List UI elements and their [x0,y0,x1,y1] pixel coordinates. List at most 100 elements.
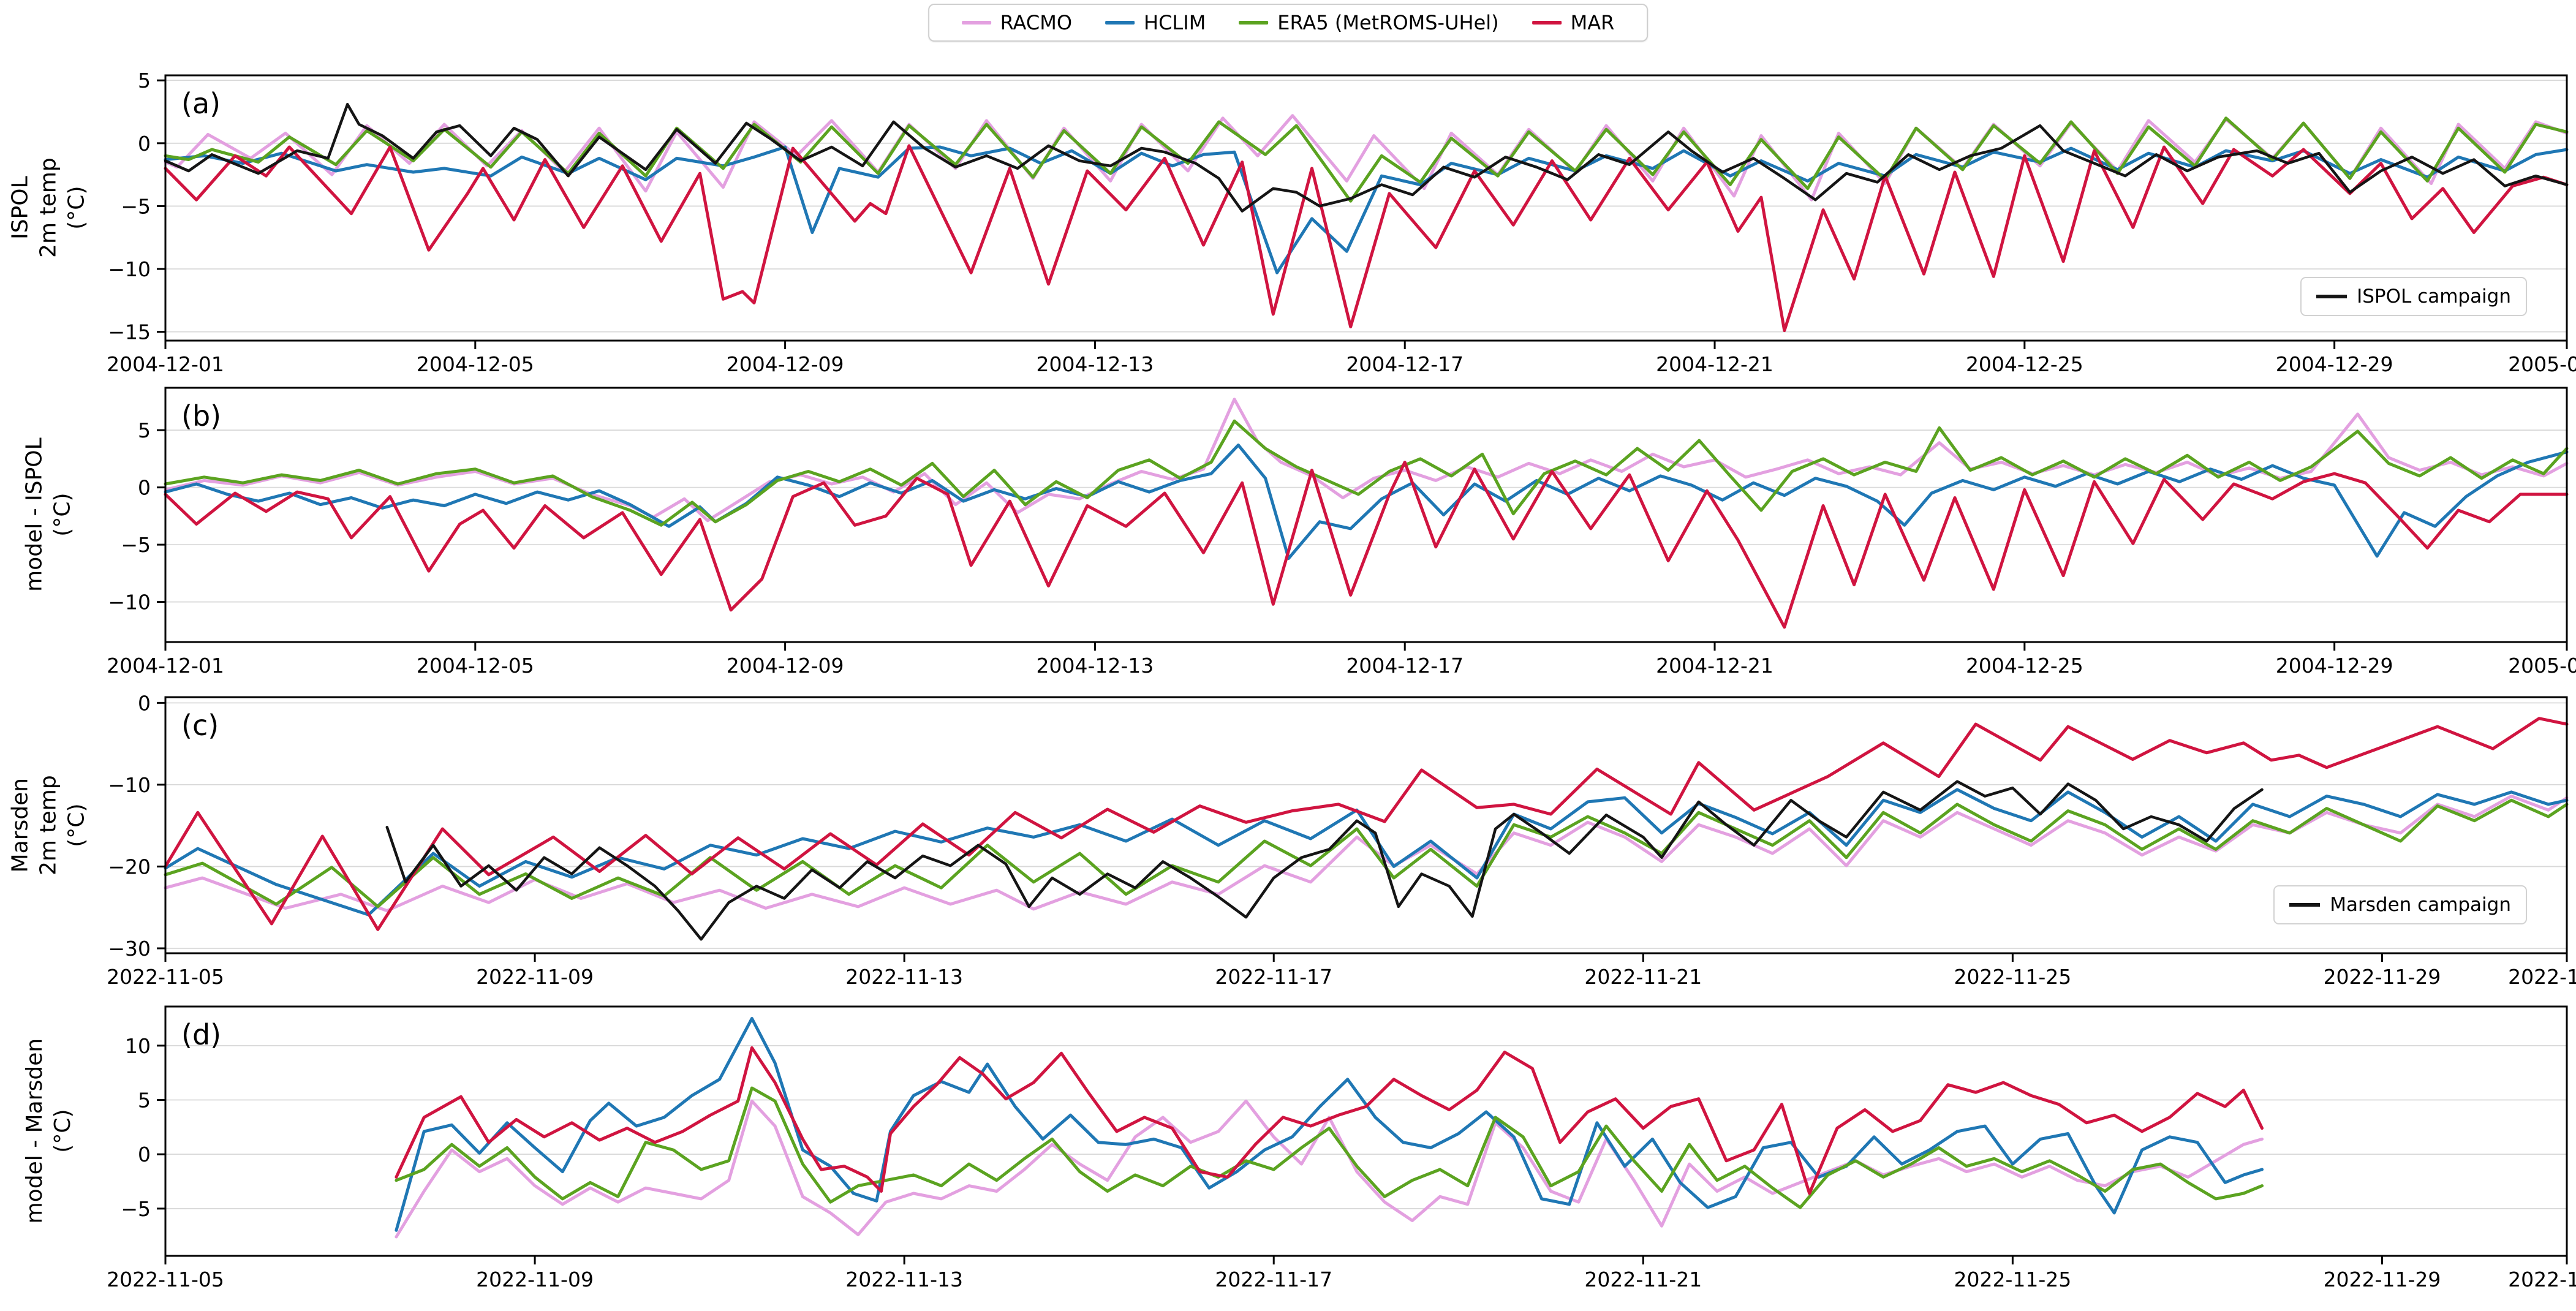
campaign-line-swatch [2316,295,2347,298]
x-tick-label: 2022-11-25 [1954,965,2071,989]
legend-item-mar: MAR [1532,11,1615,34]
y-tick-label: −30 [108,937,151,961]
series-line-era5-metroms-uhel- [395,1086,2264,1209]
y-tick-label: −15 [108,320,151,344]
y-axis-label-d: model - Marsden (°C) [0,1007,98,1256]
legend-item-hclim: HCLIM [1105,11,1206,34]
y-axis-label-text-d: model - Marsden (°C) [21,1038,75,1224]
campaign-legend-label: Marsden campaign [2330,894,2511,916]
x-tick-label: 2022-11-25 [1954,1268,2071,1291]
x-tick-label: 2022-11-13 [845,965,963,989]
x-tick-label: 2004-12-01 [107,654,224,678]
panel-letter-b: (b) [181,399,221,433]
plot-area-a: 2004-12-01 2004-12-05 2004-12-09 2004-12-13… [107,69,2576,376]
series-line-racmo [395,1099,2264,1239]
x-tick-label: 2004-12-13 [1037,352,1154,376]
legend-line-swatch [1105,21,1135,25]
x-tick-label: 2022-11-13 [845,1268,963,1291]
x-tick-label: 2022-11-09 [476,965,594,989]
y-tick-label: 5 [138,1089,151,1113]
plot-area-b: 2004-12-01 2004-12-05 2004-12-09 2004-12-13… [107,387,2576,678]
series-line-racmo [164,795,2569,913]
series-line-mar [164,461,2569,629]
x-tick-label: 2004-12-21 [1656,654,1773,678]
campaign-line-swatch [2289,903,2321,907]
legend-line-swatch [1239,21,1269,25]
series-line-era5-metroms-uhel- [164,419,2569,527]
y-tick-label: −10 [108,773,151,797]
x-tick-label: 2004-12-21 [1656,352,1773,376]
x-tick-label: 2004-12-25 [1966,352,2083,376]
x-tick-label: 2005-01-01 [2508,654,2576,678]
legend-item-racmo: RACMO [961,11,1073,34]
x-tick-label: 2004-12-13 [1037,654,1154,678]
y-axis-label-b: model - ISPOL (°C) [0,388,98,642]
series-line-hclim [164,788,2569,916]
y-axis-label-a: ISPOL 2m temp (°C) [0,75,98,341]
y-tick-label: 5 [138,69,151,93]
y-tick-label: −5 [121,194,151,218]
y-tick-label: −5 [121,533,151,557]
x-tick-label: 2022-12-01 [2508,1268,2576,1291]
panel-c: 2022-11-05 2022-11-09 2022-11-13 2022-11-17… [107,691,2576,989]
y-axis-label-text-c: Marsden 2m temp (°C) [7,775,90,875]
inner-legend-a: ISPOL campaign [2300,277,2527,316]
x-tick-label: 2004-12-29 [2276,654,2393,678]
x-tick-label: 2022-11-05 [107,965,224,989]
legend-line-swatch [1532,21,1562,25]
y-tick-label: 0 [138,691,151,715]
y-tick-label: 0 [138,132,151,156]
y-tick-label: 0 [138,1143,151,1166]
series-line-marsden-campaign [385,780,2264,941]
legend-line-swatch [961,21,991,25]
plot-area-d: 2022-11-05 2022-11-09 2022-11-13 2022-11-17… [107,1005,2576,1291]
x-tick-label: 2004-12-25 [1966,654,2083,678]
plot-area-c: 2022-11-05 2022-11-09 2022-11-13 2022-11-17… [107,691,2576,989]
panel-a: 2004-12-01 2004-12-05 2004-12-09 2004-12-13… [107,69,2576,376]
y-tick-label: −20 [108,855,151,878]
x-tick-label: 2004-12-17 [1346,654,1464,678]
legend-label: ERA5 (MetROMS-UHel) [1277,11,1499,34]
x-tick-label: 2022-11-29 [2324,965,2441,989]
x-tick-label: 2022-11-05 [107,1268,224,1291]
series-line-mar [164,144,2569,333]
legend-label: MAR [1570,11,1615,34]
series-line-racmo [164,398,2569,523]
figure-legend: RACMO HCLIM ERA5 (MetROMS-UHel) MAR [927,4,1649,42]
y-tick-label: −5 [121,1197,151,1221]
y-tick-label: 0 [138,476,151,500]
axis-border [164,696,2568,954]
x-tick-label: 2022-12-01 [2508,965,2576,989]
axis-border [164,387,2568,643]
y-tick-label: 5 [138,418,151,442]
x-tick-label: 2004-12-09 [727,352,844,376]
legend-label: RACMO [1000,11,1073,34]
inner-legend-c: Marsden campaign [2273,885,2527,924]
series-line-hclim [164,145,2569,274]
series-line-hclim [395,1017,2264,1232]
y-tick-label: −10 [108,257,151,281]
x-tick-label: 2022-11-21 [1584,965,1702,989]
y-tick-label: −10 [108,591,151,614]
x-tick-label: 2022-11-17 [1215,965,1332,989]
x-tick-label: 2022-11-29 [2324,1268,2441,1291]
series-line-hclim [164,444,2569,560]
series-line-era5-metroms-uhel- [164,116,2569,203]
x-tick-label: 2004-12-05 [417,352,534,376]
axis-border [164,74,2568,342]
x-tick-label: 2004-12-17 [1346,352,1464,376]
y-axis-label-c: Marsden 2m temp (°C) [0,697,98,953]
legend-label: HCLIM [1144,11,1206,34]
panel-d: 2022-11-05 2022-11-09 2022-11-13 2022-11-17… [107,1005,2576,1291]
panel-b: 2004-12-01 2004-12-05 2004-12-09 2004-12-13… [107,387,2576,678]
y-tick-label: 10 [125,1034,151,1058]
series-line-era5-metroms-uhel- [164,798,2569,909]
x-tick-label: 2004-12-09 [727,654,844,678]
panel-letter-d: (d) [181,1018,221,1051]
series-line-mar [164,717,2569,931]
series-line-mar [395,1046,2264,1195]
campaign-legend-label: ISPOL campaign [2357,285,2511,308]
legend-item-era5-metroms-uhel-: ERA5 (MetROMS-UHel) [1239,11,1499,34]
x-tick-label: 2022-11-21 [1584,1268,1702,1291]
panel-letter-a: (a) [181,87,221,120]
